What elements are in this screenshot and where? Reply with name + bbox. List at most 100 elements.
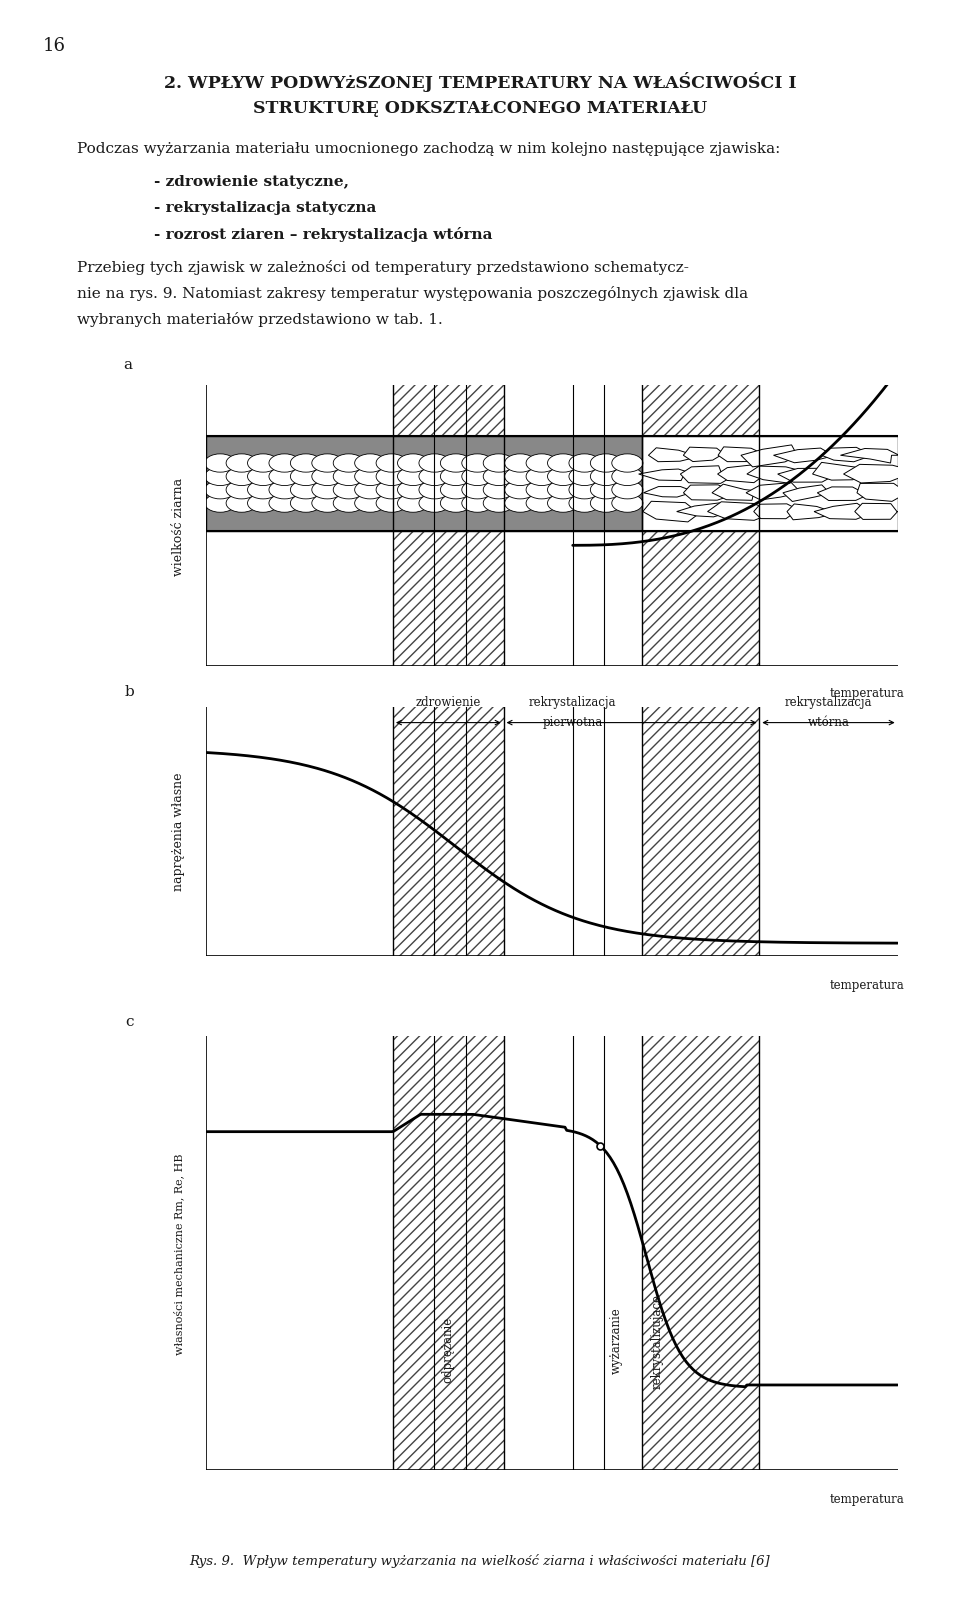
Polygon shape — [681, 466, 736, 484]
Ellipse shape — [397, 455, 428, 472]
Ellipse shape — [227, 480, 257, 500]
Ellipse shape — [441, 495, 471, 513]
Ellipse shape — [269, 495, 300, 513]
Polygon shape — [638, 469, 694, 480]
Text: własności mechaniczne Rm, Re, HB: własności mechaniczne Rm, Re, HB — [174, 1152, 184, 1355]
Ellipse shape — [248, 468, 278, 487]
Ellipse shape — [462, 480, 492, 500]
Bar — [642, 386, 759, 667]
Text: c: c — [125, 1014, 133, 1028]
Bar — [393, 386, 504, 667]
Ellipse shape — [462, 455, 492, 472]
Ellipse shape — [419, 455, 450, 472]
Text: 16: 16 — [43, 37, 66, 55]
Ellipse shape — [312, 455, 343, 472]
Ellipse shape — [441, 480, 471, 500]
Text: - rozrost ziaren – rekrystalizacja wtórna: - rozrost ziaren – rekrystalizacja wtórn… — [154, 227, 492, 241]
Ellipse shape — [204, 495, 236, 513]
Ellipse shape — [290, 455, 322, 472]
Text: wybranych materiałów przedstawiono w tab. 1.: wybranych materiałów przedstawiono w tab… — [77, 312, 443, 326]
Ellipse shape — [462, 468, 492, 487]
Ellipse shape — [354, 468, 386, 487]
Ellipse shape — [483, 480, 515, 500]
Polygon shape — [643, 487, 697, 498]
Bar — [642, 707, 759, 956]
Text: temperatura: temperatura — [829, 1491, 904, 1506]
Polygon shape — [712, 485, 774, 501]
Ellipse shape — [269, 468, 300, 487]
Polygon shape — [708, 503, 777, 521]
Polygon shape — [783, 485, 832, 501]
Polygon shape — [787, 505, 843, 521]
Bar — [642, 1037, 759, 1470]
Ellipse shape — [483, 455, 515, 472]
Ellipse shape — [248, 495, 278, 513]
Ellipse shape — [569, 480, 600, 500]
Ellipse shape — [547, 495, 579, 513]
Ellipse shape — [505, 495, 536, 513]
Ellipse shape — [483, 495, 515, 513]
Text: Przebieg tych zjawisk w zależności od temperatury przedstawiono schematycz-: Przebieg tych zjawisk w zależności od te… — [77, 260, 688, 275]
Text: Rys. 9.  Wpływ temperatury wyżarzania na wielkość ziarna i właściwości materiału: Rys. 9. Wpływ temperatury wyżarzania na … — [190, 1552, 770, 1567]
Polygon shape — [746, 484, 802, 501]
Ellipse shape — [312, 468, 343, 487]
Ellipse shape — [248, 455, 278, 472]
Ellipse shape — [354, 480, 386, 500]
Polygon shape — [817, 487, 873, 501]
Bar — [393, 707, 504, 956]
Ellipse shape — [547, 480, 579, 500]
Ellipse shape — [526, 480, 557, 500]
Ellipse shape — [569, 455, 600, 472]
Ellipse shape — [505, 455, 536, 472]
Text: wtórna: wtórna — [807, 715, 850, 728]
Ellipse shape — [526, 455, 557, 472]
Ellipse shape — [354, 495, 386, 513]
Ellipse shape — [312, 495, 343, 513]
Ellipse shape — [204, 480, 236, 500]
Text: - zdrowienie statyczne,: - zdrowienie statyczne, — [154, 175, 348, 190]
Text: STRUKTURĘ ODKSZTAŁCONEGO MATERIAŁU: STRUKTURĘ ODKSZTAŁCONEGO MATERIAŁU — [252, 100, 708, 117]
Ellipse shape — [505, 480, 536, 500]
Ellipse shape — [269, 455, 300, 472]
Polygon shape — [677, 503, 732, 517]
Ellipse shape — [547, 455, 579, 472]
Ellipse shape — [483, 468, 515, 487]
Ellipse shape — [419, 468, 450, 487]
Polygon shape — [643, 501, 702, 522]
Ellipse shape — [612, 468, 643, 487]
Ellipse shape — [227, 468, 257, 487]
Ellipse shape — [333, 455, 365, 472]
Ellipse shape — [376, 468, 407, 487]
Polygon shape — [684, 485, 739, 501]
Text: temperatura: temperatura — [829, 979, 904, 992]
Polygon shape — [822, 448, 873, 463]
Polygon shape — [840, 450, 900, 464]
Ellipse shape — [441, 455, 471, 472]
Polygon shape — [814, 505, 876, 521]
Ellipse shape — [204, 455, 236, 472]
Polygon shape — [684, 448, 726, 463]
Polygon shape — [774, 448, 835, 463]
Ellipse shape — [462, 495, 492, 513]
Text: rekrystalizujące: rekrystalizujące — [651, 1292, 664, 1388]
Ellipse shape — [569, 468, 600, 487]
Ellipse shape — [526, 468, 557, 487]
Ellipse shape — [397, 495, 428, 513]
Ellipse shape — [590, 468, 621, 487]
Text: wyżarzanie: wyżarzanie — [610, 1306, 622, 1374]
Ellipse shape — [441, 468, 471, 487]
Bar — [393, 1037, 504, 1470]
Polygon shape — [844, 464, 926, 484]
Bar — [206, 435, 645, 532]
Ellipse shape — [590, 480, 621, 500]
Ellipse shape — [354, 455, 386, 472]
Text: wielkość ziarna: wielkość ziarna — [172, 477, 185, 575]
Ellipse shape — [419, 480, 450, 500]
Ellipse shape — [376, 455, 407, 472]
Ellipse shape — [227, 495, 257, 513]
Polygon shape — [717, 466, 766, 484]
Text: temperatura: temperatura — [829, 686, 904, 699]
Text: odprężanie: odprężanie — [442, 1316, 455, 1382]
Ellipse shape — [526, 495, 557, 513]
Ellipse shape — [333, 480, 365, 500]
